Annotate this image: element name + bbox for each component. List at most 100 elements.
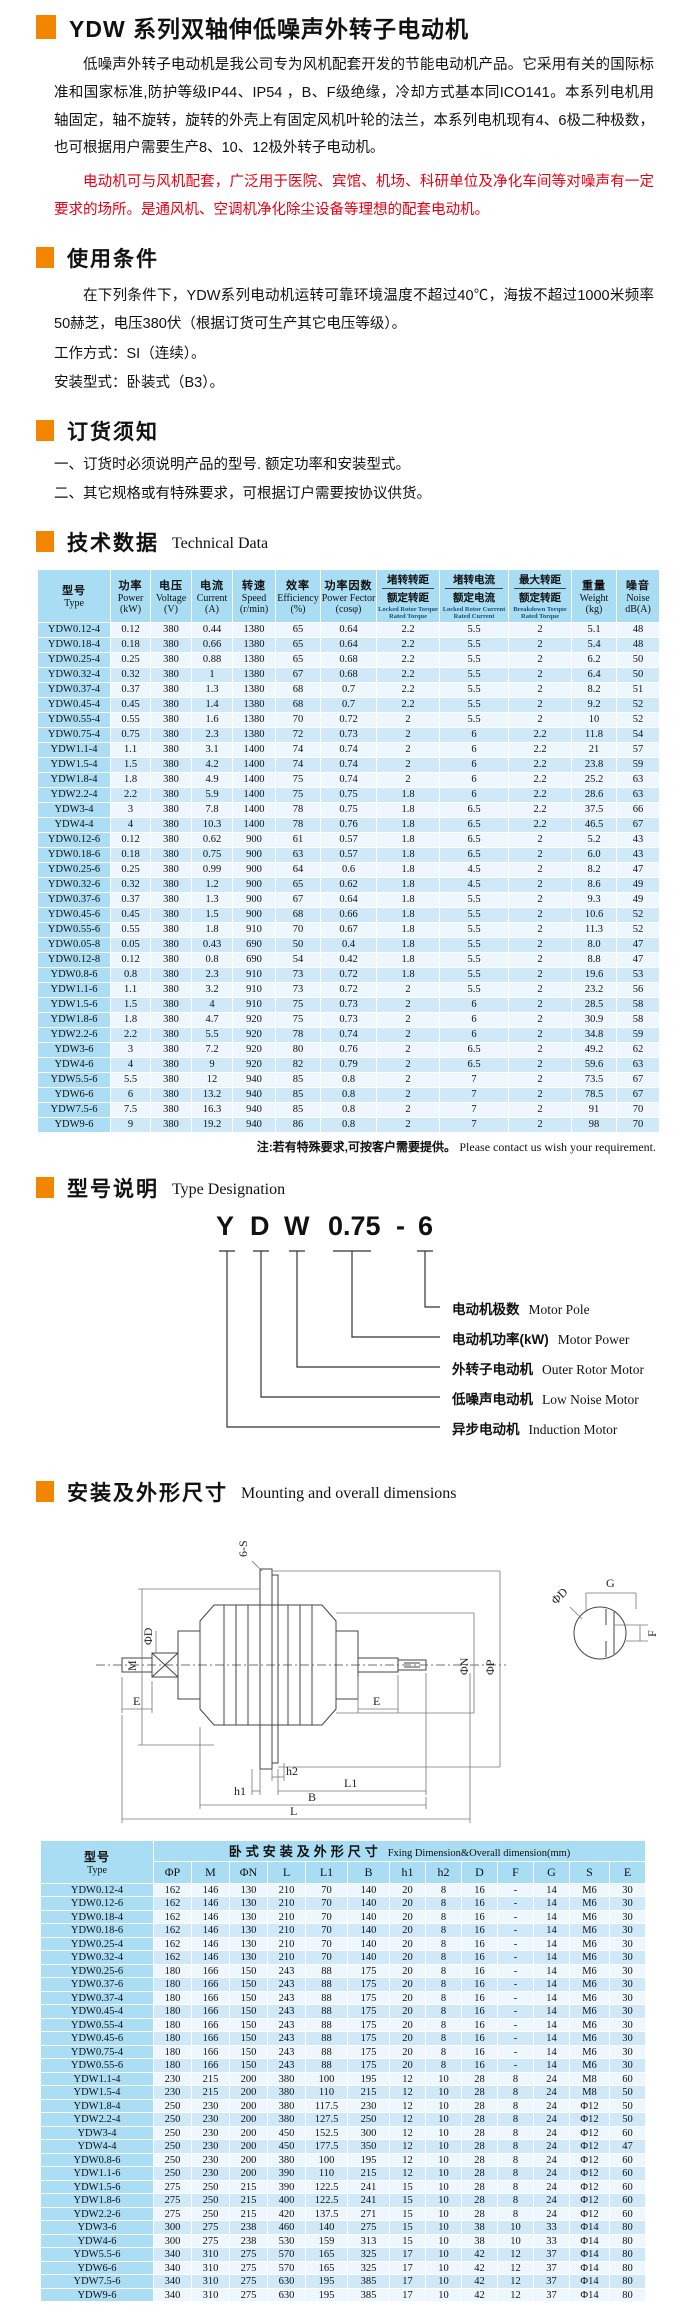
value-cell: 2.2 <box>376 696 440 713</box>
value-cell: 50 <box>609 2112 646 2127</box>
value-cell: 271 <box>347 2206 390 2222</box>
value-cell: 1400 <box>232 786 276 803</box>
value-cell: 2 <box>508 981 572 998</box>
value-cell: 16 <box>461 1950 498 1965</box>
value-cell: 20 <box>389 2058 426 2073</box>
value-cell: 1 <box>191 666 233 683</box>
type-cell: YDW1.1-6 <box>37 981 111 998</box>
value-cell: 68 <box>275 696 321 713</box>
value-cell: 570 <box>267 2260 306 2276</box>
value-cell: 5.5 <box>439 936 509 953</box>
table-row: YDW2.2-6 275 250 215 420 137.5 271 15 10 28 8 24 Φ12… <box>40 2206 646 2222</box>
value-cell: 2 <box>508 1056 572 1073</box>
value-cell: 175 <box>347 2004 390 2019</box>
value-cell: 2 <box>376 1086 440 1103</box>
table-row: YDW2.2-4 250 230 200 380 127.5 250 12 10 28 8 24 Φ12… <box>40 2112 646 2127</box>
value-cell: - <box>497 2004 534 2019</box>
value-cell: 0.8 <box>191 951 233 968</box>
dim-label-e-right: E <box>373 1694 380 1708</box>
value-cell: 20 <box>389 1923 426 1938</box>
value-cell: Φ14 <box>569 2260 610 2276</box>
value-cell: 4 <box>110 1056 151 1073</box>
value-cell: 0.66 <box>320 906 377 923</box>
value-cell: 37 <box>533 2287 570 2303</box>
value-cell: 85 <box>275 1101 321 1118</box>
type-cell: YDW0.75-4 <box>40 2044 154 2060</box>
value-cell: 8.6 <box>571 876 617 893</box>
value-cell: 250 <box>153 2112 192 2127</box>
value-cell: 0.76 <box>320 816 377 833</box>
value-cell: 8 <box>497 2098 534 2114</box>
value-cell: 20 <box>389 1950 426 1965</box>
value-cell: 70 <box>616 1101 660 1118</box>
value-cell: 900 <box>232 861 276 878</box>
type-cell: YDW6-6 <box>37 1086 111 1103</box>
value-cell: 250 <box>153 2139 192 2154</box>
value-cell: 940 <box>232 1071 276 1088</box>
value-cell: 14 <box>533 1909 570 1925</box>
value-cell: 175 <box>347 2017 390 2033</box>
value-cell: 30 <box>609 1896 646 1911</box>
value-cell: 122.5 <box>305 2179 348 2195</box>
table-row: YDW0.18-6 0.18 380 0.75 900 63 0.57 1.8 6.5 2 6.0 4… <box>37 846 660 863</box>
dim-label-h2: h2 <box>286 1764 298 1778</box>
type-cell: YDW1.5-4 <box>40 2085 154 2100</box>
value-cell: 275 <box>191 2233 230 2249</box>
value-cell: 940 <box>232 1116 276 1133</box>
value-cell: 195 <box>347 2071 390 2087</box>
value-cell: 7.5 <box>110 1101 151 1118</box>
value-cell: 8 <box>497 2125 534 2141</box>
value-cell: 7 <box>439 1071 509 1088</box>
value-cell: 0.55 <box>110 921 151 938</box>
value-cell: 60 <box>609 2193 646 2208</box>
value-cell: 8 <box>497 2071 534 2087</box>
type-cell: YDW0.18-6 <box>37 846 111 863</box>
value-cell: 1.5 <box>191 906 233 923</box>
value-cell: 8 <box>425 2017 462 2033</box>
value-cell: 1380 <box>232 711 276 728</box>
value-cell: 0.74 <box>320 1026 377 1043</box>
value-cell: - <box>497 2044 534 2060</box>
value-cell: 65 <box>275 876 321 893</box>
value-cell: 6 <box>439 741 509 758</box>
table-row: YDW0.37-6 180 166 150 243 88 175 20 8 16-14 M6 30 <box>40 1977 646 1992</box>
value-cell: 9 <box>191 1056 233 1073</box>
value-cell: 210 <box>267 1909 306 1925</box>
value-cell: 59 <box>616 1026 660 1043</box>
value-cell: 8 <box>497 2085 534 2100</box>
mounting-drawing-wrap: 6-S M ΦD E E ΦN ΦP h2 h1 L1 B L G F ΦD <box>0 1513 700 1830</box>
value-cell: M6 <box>569 2004 610 2019</box>
type-cell: YDW0.45-4 <box>40 2004 154 2019</box>
value-cell: 1400 <box>232 756 276 773</box>
value-cell: 900 <box>232 846 276 863</box>
code-part-w: W <box>284 1210 310 1241</box>
value-cell: 24 <box>533 2125 570 2141</box>
value-cell: 380 <box>150 711 192 728</box>
value-cell: 2 <box>508 1116 572 1133</box>
table-row: YDW0.12-8 0.12 380 0.8 690 54 0.42 1.8 5.5 2 8.8 47 <box>37 951 660 968</box>
value-cell: 0.6 <box>320 861 377 878</box>
value-cell: 1380 <box>232 636 276 653</box>
value-cell: - <box>497 1990 534 2006</box>
value-cell: M6 <box>569 1963 610 1979</box>
table-row: YDW0.12-4 0.12 380 0.44 1380 65 0.64 2.2 5.5 2 5.1… <box>37 621 660 638</box>
table-row: YDW3-6 3 380 7.2 920 80 0.76 2 6.5 2 49.2 62 <box>37 1041 660 1058</box>
code-part-dash: - <box>396 1210 405 1241</box>
value-cell: 162 <box>153 1950 192 1965</box>
value-cell: 238 <box>229 2220 268 2235</box>
table-row: YDW0.55-6 180 166 150 243 88 175 20 8 16-14 M6 30 <box>40 2058 646 2073</box>
value-cell: Φ12 <box>569 2152 610 2168</box>
value-cell: 210 <box>267 1896 306 1911</box>
value-cell: 8 <box>425 2031 462 2046</box>
value-cell: 6.5 <box>439 801 509 818</box>
value-cell: 2 <box>376 1116 440 1133</box>
value-cell: 380 <box>150 696 192 713</box>
value-cell: 380 <box>150 876 192 893</box>
dim-label-l1: L1 <box>344 1776 357 1790</box>
value-cell: 380 <box>150 1116 192 1133</box>
table-row: YDW0.25-6 180 166 150 243 88 175 20 8 16-14 M6 30 <box>40 1963 646 1979</box>
table-row: YDW0.32-6 0.32 380 1.2 900 65 0.62 1.8 4.5 2 8.6 49 <box>37 876 660 893</box>
value-cell: 313 <box>347 2233 390 2249</box>
value-cell: 2 <box>508 906 572 923</box>
value-cell: 215 <box>229 2179 268 2195</box>
